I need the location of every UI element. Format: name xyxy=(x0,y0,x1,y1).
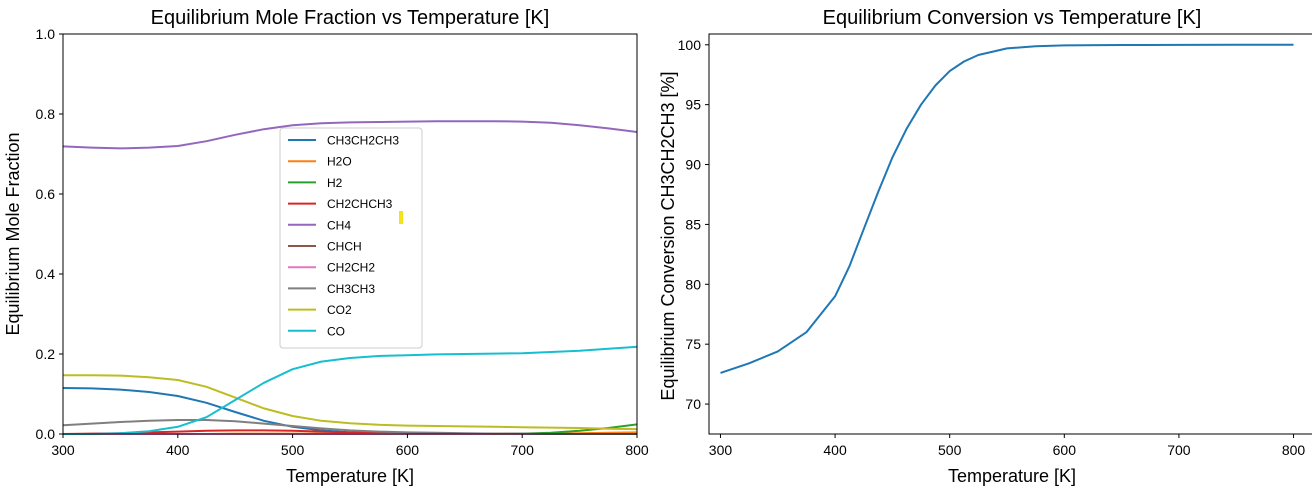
legend-label: H2O xyxy=(327,155,352,169)
legend-label: CH3CH3 xyxy=(327,282,375,296)
x-tick-label: 700 xyxy=(1167,442,1191,458)
plot-frame xyxy=(62,33,638,435)
chart-title: Equilibrium Mole Fraction vs Temperature… xyxy=(151,7,550,29)
x-tick-label: 500 xyxy=(281,442,305,458)
axis-ticks: 300 400 500 600 700 800 70 75 80 85 90 95 100 xyxy=(678,37,1306,458)
x-tick-label: 800 xyxy=(1282,442,1306,458)
x-axis-label: Temperature [K] xyxy=(286,466,414,486)
y-tick-label: 0.6 xyxy=(36,186,56,202)
y-tick-label: 95 xyxy=(685,97,701,113)
x-tick-label: 600 xyxy=(1053,442,1077,458)
conversion-panel: Equilibrium Conversion vs Temperature [K… xyxy=(658,7,1312,486)
y-tick-label: 0.8 xyxy=(36,106,56,122)
x-axis-label: Temperature [K] xyxy=(948,466,1076,486)
x-tick-label: 300 xyxy=(51,442,75,458)
y-tick-label: 0.0 xyxy=(36,426,56,442)
legend-label: CO xyxy=(327,324,345,338)
legend: CH3CH2CH3 H2O H2 CH2CHCH3 CH4 CHCH CH2CH2 CH3CH… xyxy=(279,127,423,349)
legend-label: CH2CH2 xyxy=(327,261,375,275)
y-tick-label: 1.0 xyxy=(36,26,56,42)
series-line xyxy=(62,120,638,150)
x-tick-label: 400 xyxy=(823,442,847,458)
x-tick-label: 700 xyxy=(511,442,535,458)
y-axis-label: Equilibrium Mole Fraction xyxy=(3,132,23,335)
axis-ticks: 300 400 500 600 700 800 0.0 0.2 0.4 0.6 0.8 1.0 xyxy=(36,26,649,458)
legend-label: CH4 xyxy=(327,218,351,232)
y-tick-label: 75 xyxy=(685,336,701,352)
legend-label: CHCH xyxy=(327,240,362,254)
y-tick-label: 0.2 xyxy=(36,346,56,362)
y-tick-label: 85 xyxy=(685,216,701,232)
y-tick-label: 90 xyxy=(685,157,701,173)
series-line xyxy=(63,374,638,431)
plot-frame xyxy=(708,33,1312,435)
x-tick-label: 500 xyxy=(938,442,962,458)
y-tick-label: 80 xyxy=(685,276,701,292)
series-line xyxy=(720,43,1294,374)
legend-label: CO2 xyxy=(327,303,352,317)
y-tick-label: 0.4 xyxy=(36,266,56,282)
legend-label: CH2CHCH3 xyxy=(327,197,393,211)
x-tick-label: 800 xyxy=(625,442,649,458)
yellow-marker xyxy=(399,211,403,224)
x-tick-label: 400 xyxy=(166,442,190,458)
x-tick-label: 600 xyxy=(396,442,420,458)
legend-label: CH3CH2CH3 xyxy=(327,134,399,148)
y-axis-label: Equilibrium Conversion CH3CH2CH3 [%] xyxy=(658,71,678,400)
series-line xyxy=(63,345,638,435)
mole-fraction-panel: Equilibrium Mole Fraction vs Temperature… xyxy=(3,7,649,486)
plot-area xyxy=(720,43,1294,374)
y-tick-label: 70 xyxy=(685,396,701,412)
chart-title: Equilibrium Conversion vs Temperature [K… xyxy=(823,7,1202,29)
legend-label: H2 xyxy=(327,176,343,190)
y-tick-label: 100 xyxy=(678,37,702,53)
x-tick-label: 300 xyxy=(709,442,733,458)
